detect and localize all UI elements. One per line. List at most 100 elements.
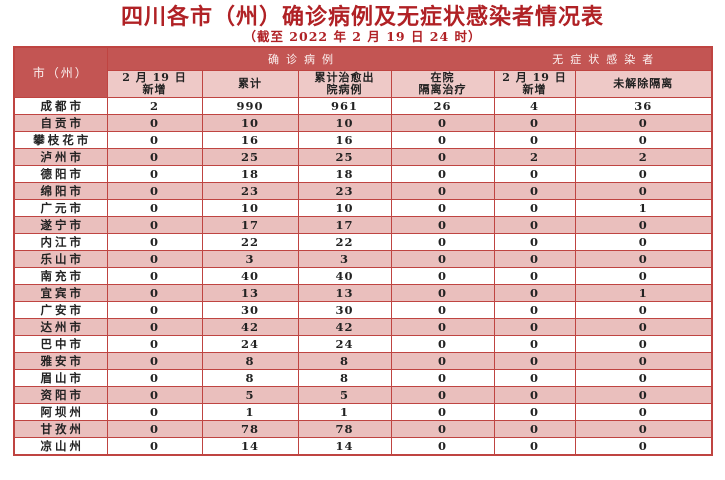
value-cell: 0	[390, 147, 495, 166]
value-cell: 0	[106, 385, 203, 404]
value-cell: 2	[574, 147, 713, 166]
value-cell: 0	[106, 419, 203, 438]
city-name-cell: 成都市	[13, 96, 108, 115]
city-name-cell: 资阳市	[13, 385, 108, 404]
value-cell: 10	[297, 113, 392, 132]
value-cell: 0	[390, 385, 495, 404]
value-cell: 0	[106, 266, 203, 285]
value-cell: 30	[297, 300, 392, 319]
value-cell: 0	[390, 130, 495, 149]
city-name-cell: 德阳市	[13, 164, 108, 183]
value-cell: 14	[201, 436, 299, 455]
table-row: 巴中市 0 24 24 0 0 0	[13, 334, 713, 353]
value-cell: 25	[201, 147, 299, 166]
value-cell: 0	[390, 181, 495, 200]
value-cell: 0	[390, 402, 495, 421]
city-name-cell: 凉山州	[13, 436, 108, 455]
city-name-cell: 阿坝州	[13, 402, 108, 421]
city-name-cell: 广安市	[13, 300, 108, 319]
value-cell: 0	[390, 283, 495, 302]
col-header-asymptomatic-new-feb19: 2 月 19 日 新增	[493, 69, 576, 98]
table-row: 绵阳市 0 23 23 0 0 0	[13, 181, 713, 200]
table-body: 成都市 2 990 961 26 4 36 自贡市 0 10 10 0 0 0 攀枝花市 0 16 16 0 0 0 泸州…	[13, 96, 713, 455]
value-cell: 0	[106, 300, 203, 319]
value-cell: 0	[390, 215, 495, 234]
value-cell: 0	[493, 266, 576, 285]
value-cell: 1	[574, 198, 713, 217]
value-cell: 0	[390, 436, 495, 455]
value-cell: 0	[493, 113, 576, 132]
value-cell: 0	[493, 317, 576, 336]
value-cell: 1	[297, 402, 392, 421]
value-cell: 0	[106, 147, 203, 166]
value-cell: 0	[574, 249, 713, 268]
value-cell: 22	[297, 232, 392, 251]
value-cell: 0	[574, 334, 713, 353]
value-cell: 0	[574, 317, 713, 336]
value-cell: 0	[574, 232, 713, 251]
value-cell: 2	[493, 147, 576, 166]
value-cell: 40	[297, 266, 392, 285]
value-cell: 0	[106, 334, 203, 353]
value-cell: 0	[106, 436, 203, 455]
value-cell: 3	[297, 249, 392, 268]
value-cell: 16	[297, 130, 392, 149]
city-name-cell: 南充市	[13, 266, 108, 285]
city-name-cell: 达州市	[13, 317, 108, 336]
value-cell: 0	[574, 368, 713, 387]
col-header-still-under-isolation: 未解除隔离	[574, 69, 713, 98]
value-cell: 0	[493, 402, 576, 421]
value-cell: 0	[574, 402, 713, 421]
value-cell: 0	[390, 232, 495, 251]
value-cell: 0	[493, 232, 576, 251]
value-cell: 0	[493, 300, 576, 319]
value-cell: 961	[297, 96, 392, 115]
value-cell: 22	[201, 232, 299, 251]
value-cell: 17	[297, 215, 392, 234]
value-cell: 0	[493, 130, 576, 149]
value-cell: 23	[201, 181, 299, 200]
col-header-in-hospital-isolation: 在院 隔离治疗	[390, 69, 495, 98]
value-cell: 13	[201, 283, 299, 302]
value-cell: 0	[493, 198, 576, 217]
group-header-confirmed-cases: 确诊病例	[106, 46, 495, 71]
value-cell: 0	[493, 334, 576, 353]
table-row: 资阳市 0 5 5 0 0 0	[13, 385, 713, 404]
value-cell: 0	[390, 198, 495, 217]
value-cell: 8	[297, 351, 392, 370]
value-cell: 0	[390, 368, 495, 387]
value-cell: 0	[574, 419, 713, 438]
value-cell: 14	[297, 436, 392, 455]
value-cell: 24	[297, 334, 392, 353]
value-cell: 0	[493, 385, 576, 404]
page-title: 四川各市（州）确诊病例及无症状感染者情况表	[120, 4, 604, 30]
value-cell: 0	[493, 181, 576, 200]
table-row: 凉山州 0 14 14 0 0 0	[13, 436, 713, 455]
value-cell: 25	[297, 147, 392, 166]
value-cell: 23	[297, 181, 392, 200]
group-header-asymptomatic: 无症状感染者	[493, 46, 713, 71]
value-cell: 13	[297, 283, 392, 302]
value-cell: 0	[574, 113, 713, 132]
table-row: 泸州市 0 25 25 0 2 2	[13, 147, 713, 166]
value-cell: 24	[201, 334, 299, 353]
table-row: 遂宁市 0 17 17 0 0 0	[13, 215, 713, 234]
city-name-cell: 巴中市	[13, 334, 108, 353]
value-cell: 0	[106, 249, 203, 268]
city-name-cell: 广元市	[13, 198, 108, 217]
value-cell: 0	[106, 181, 203, 200]
page-subtitle: （截至 2022 年 2 月 19 日 24 时）	[243, 29, 482, 44]
value-cell: 0	[106, 402, 203, 421]
value-cell: 1	[201, 402, 299, 421]
table-row: 广元市 0 10 10 0 0 1	[13, 198, 713, 217]
value-cell: 8	[201, 368, 299, 387]
table-row: 甘孜州 0 78 78 0 0 0	[13, 419, 713, 438]
value-cell: 0	[106, 232, 203, 251]
table-row: 德阳市 0 18 18 0 0 0	[13, 164, 713, 183]
value-cell: 0	[574, 181, 713, 200]
table-row: 宜宾市 0 13 13 0 0 1	[13, 283, 713, 302]
value-cell: 0	[106, 164, 203, 183]
value-cell: 42	[201, 317, 299, 336]
value-cell: 0	[106, 130, 203, 149]
value-cell: 8	[297, 368, 392, 387]
